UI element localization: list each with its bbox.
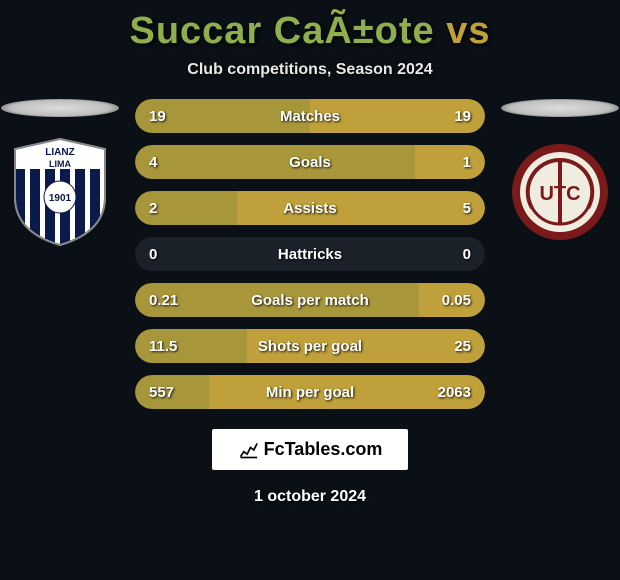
page-title: Succar CaÃ±ote vs <box>129 10 490 53</box>
left-player-badge: LIANZ LIMA 1901 <box>0 99 120 247</box>
stat-value-right: 2063 <box>438 384 471 401</box>
stat-value-right: 0.05 <box>442 292 471 309</box>
club-crest-left-icon: LIANZ LIMA 1901 <box>10 137 110 247</box>
player-shadow-icon <box>501 99 619 117</box>
stat-label: Goals <box>289 154 331 171</box>
stat-fill-right <box>415 145 485 179</box>
club-crest-right-icon: UTC <box>510 137 610 247</box>
player1-name: Succar CaÃ±ote <box>129 10 434 52</box>
stat-value-left: 11.5 <box>149 338 177 355</box>
chart-icon <box>238 440 258 460</box>
stat-bar: 557 Min per goal 2063 <box>135 375 485 409</box>
stat-bar: 19 Matches 19 <box>135 99 485 133</box>
stat-value-left: 4 <box>149 154 157 171</box>
stat-value-right: 25 <box>454 338 471 355</box>
stat-label: Min per goal <box>266 384 354 401</box>
stat-value-left: 0 <box>149 246 157 263</box>
stat-label: Goals per match <box>251 292 369 309</box>
stat-bar: 0.21 Goals per match 0.05 <box>135 283 485 317</box>
right-player-badge: UTC <box>500 99 620 247</box>
vs-label: vs <box>446 10 490 52</box>
subtitle: Club competitions, Season 2024 <box>187 61 432 79</box>
player-shadow-icon <box>1 99 119 117</box>
stat-value-right: 1 <box>463 154 471 171</box>
stat-bar: 2 Assists 5 <box>135 191 485 225</box>
stat-value-right: 5 <box>463 200 471 217</box>
svg-text:LIMA: LIMA <box>49 159 71 169</box>
infographic-container: Succar CaÃ±ote vs Club competitions, Sea… <box>0 0 620 580</box>
brand-logo: FcTables.com <box>212 429 409 470</box>
svg-text:1901: 1901 <box>49 193 72 204</box>
stat-value-left: 19 <box>149 108 166 125</box>
stats-panel: 19 Matches 19 4 Goals 1 2 Assists 5 0 Hattricks 0 0.… <box>135 99 485 409</box>
stat-value-left: 0.21 <box>149 292 178 309</box>
stat-label: Shots per goal <box>258 338 362 355</box>
stat-value-right: 19 <box>454 108 471 125</box>
stat-label: Matches <box>280 108 340 125</box>
stat-bar: 4 Goals 1 <box>135 145 485 179</box>
stat-fill-right <box>237 191 486 225</box>
stat-label: Hattricks <box>278 246 342 263</box>
stat-value-right: 0 <box>463 246 471 263</box>
date-label: 1 october 2024 <box>254 488 366 506</box>
stat-fill-left <box>135 145 415 179</box>
stat-bar: 0 Hattricks 0 <box>135 237 485 271</box>
stat-bar: 11.5 Shots per goal 25 <box>135 329 485 363</box>
stat-value-left: 2 <box>149 200 157 217</box>
svg-text:LIANZ: LIANZ <box>45 147 74 158</box>
brand-name: FcTables.com <box>264 439 383 460</box>
stat-label: Assists <box>283 200 336 217</box>
svg-text:UTC: UTC <box>539 183 580 205</box>
stat-value-left: 557 <box>149 384 174 401</box>
